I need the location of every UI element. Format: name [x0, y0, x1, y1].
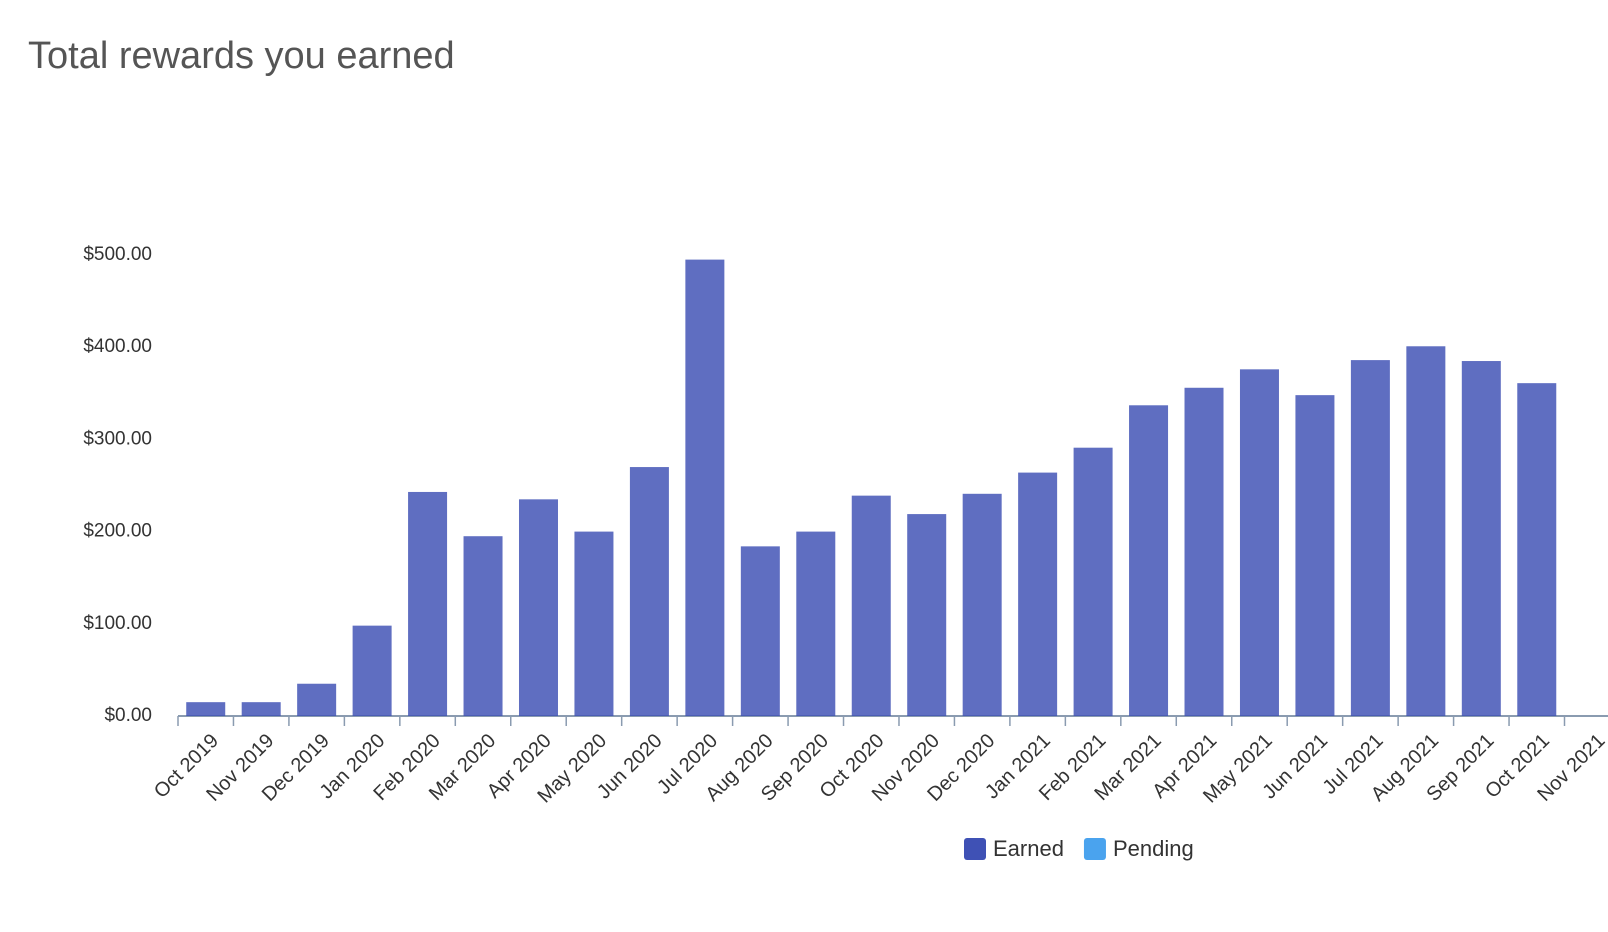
legend-label: Earned [993, 836, 1064, 861]
bar [1018, 472, 1058, 716]
bar [1295, 395, 1335, 716]
bar [574, 531, 614, 716]
bar [740, 546, 780, 716]
bar [851, 495, 891, 716]
bar [796, 531, 836, 716]
bar [1350, 360, 1390, 716]
bar [1239, 369, 1279, 716]
bar [629, 467, 669, 716]
bar [186, 702, 226, 716]
y-tick-label: $0.00 [104, 705, 152, 726]
legend-swatch [1083, 838, 1106, 860]
y-tick-label: $300.00 [83, 428, 152, 449]
y-tick-label: $500.00 [83, 244, 152, 265]
bar [1129, 405, 1169, 716]
chart-title: Total rewards you earned [28, 35, 455, 77]
bar [962, 493, 1002, 716]
bar [463, 536, 503, 716]
bar [518, 499, 558, 716]
bar [1406, 346, 1446, 716]
bar [1184, 387, 1224, 716]
legend-swatch [964, 838, 986, 860]
bar [1517, 383, 1557, 716]
y-tick-label: $100.00 [83, 613, 152, 634]
bar [685, 259, 725, 716]
bar [1073, 447, 1113, 716]
bar [907, 514, 947, 716]
bar [297, 683, 337, 716]
y-tick-label: $200.00 [83, 521, 152, 542]
y-tick-label: $400.00 [83, 336, 152, 357]
bar [1461, 361, 1501, 716]
bar [241, 702, 281, 716]
bar [352, 625, 392, 716]
bar [408, 491, 448, 716]
legend-label: Pending [1113, 836, 1194, 861]
